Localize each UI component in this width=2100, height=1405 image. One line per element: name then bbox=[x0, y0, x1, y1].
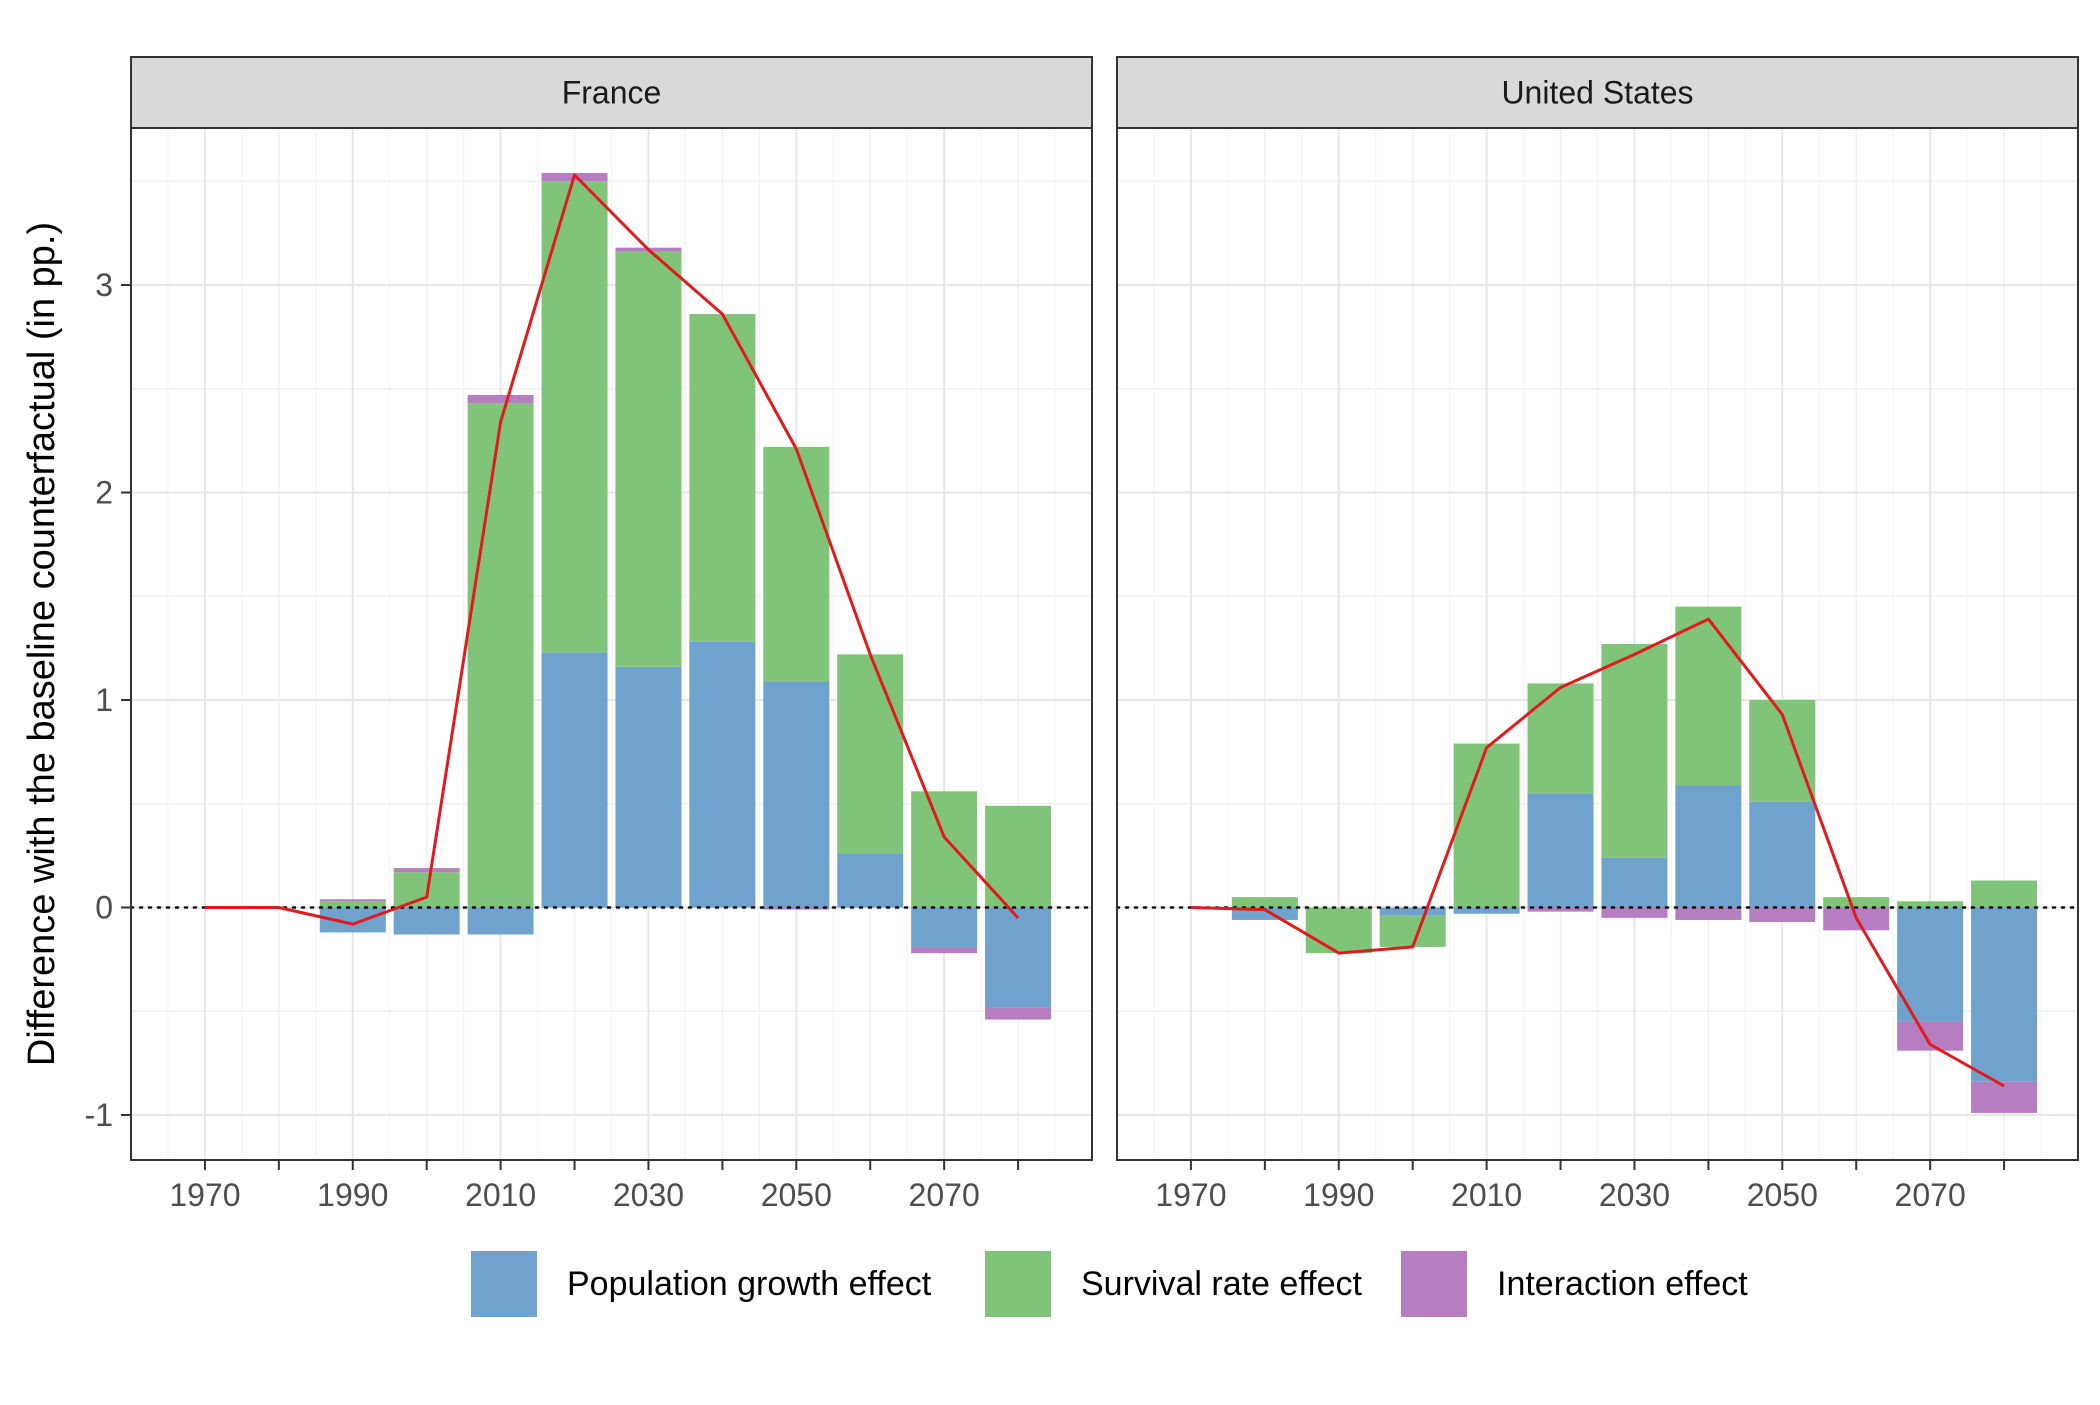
bar-interaction-1990 bbox=[319, 899, 386, 902]
legend-item-interaction: Interaction effect bbox=[1401, 1251, 1748, 1317]
bar-interaction-2030 bbox=[1601, 907, 1668, 918]
y-tick-label: 0 bbox=[95, 890, 113, 926]
bar-population-2000 bbox=[1379, 907, 1446, 916]
bar-population-2020 bbox=[1527, 793, 1594, 908]
bar-population-2010 bbox=[1453, 907, 1520, 914]
bar-survival-2020 bbox=[541, 181, 608, 653]
bar-survival-2060 bbox=[1823, 897, 1890, 908]
bar-survival-2020 bbox=[1527, 683, 1594, 794]
bar-interaction-2070 bbox=[1897, 1021, 1964, 1051]
bar-interaction-2040 bbox=[1675, 907, 1742, 920]
y-tick-label: -1 bbox=[85, 1097, 113, 1133]
legend-key-population bbox=[471, 1251, 537, 1317]
x-tick-label: 1970 bbox=[169, 1177, 240, 1213]
bar-survival-2000 bbox=[1379, 915, 1446, 947]
x-tick-label: 2050 bbox=[1747, 1177, 1818, 1213]
facet-strip-title: France bbox=[562, 75, 662, 111]
bar-survival-1980 bbox=[1231, 897, 1298, 908]
bar-survival-2040 bbox=[1675, 606, 1742, 786]
bar-survival-1990 bbox=[319, 901, 386, 908]
x-tick-label: 2010 bbox=[1451, 1177, 1522, 1213]
bar-interaction-2000 bbox=[393, 868, 460, 873]
x-tick-label: 2070 bbox=[909, 1177, 980, 1213]
bar-population-2040 bbox=[1675, 785, 1742, 908]
bar-population-2070 bbox=[1897, 907, 1964, 1022]
legend-item-survival: Survival rate effect bbox=[985, 1251, 1363, 1317]
bar-survival-2080 bbox=[985, 805, 1052, 908]
y-tick-label: 3 bbox=[95, 267, 113, 303]
bar-survival-2080 bbox=[1971, 880, 2038, 908]
legend-key-interaction bbox=[1401, 1251, 1467, 1317]
bar-population-2070 bbox=[911, 907, 978, 947]
legend-label-interaction: Interaction effect bbox=[1497, 1265, 1748, 1303]
bar-survival-1990 bbox=[1305, 907, 1372, 954]
bar-survival-2050 bbox=[763, 446, 830, 682]
bar-population-2040 bbox=[689, 641, 756, 908]
x-tick-label: 2070 bbox=[1895, 1177, 1966, 1213]
x-tick-label: 2030 bbox=[613, 1177, 684, 1213]
x-tick-label: 2050 bbox=[761, 1177, 832, 1213]
bar-population-2020 bbox=[541, 652, 608, 908]
x-tick-label: 1990 bbox=[1303, 1177, 1374, 1213]
bar-population-2060 bbox=[837, 853, 904, 908]
total-effect-line bbox=[1190, 617, 2005, 1088]
bar-interaction-2020 bbox=[1527, 907, 1594, 912]
y-tick-label: 1 bbox=[95, 682, 113, 718]
panel-france: France 1970 1990 2010 2030 2050 2070 -1 0 1 2 3 bbox=[85, 56, 1094, 1213]
bar-population-2030 bbox=[1601, 857, 1668, 908]
legend-item-population: Population growth effect bbox=[471, 1251, 932, 1317]
legend-label-survival: Survival rate effect bbox=[1081, 1265, 1363, 1303]
bar-interaction-2080 bbox=[985, 1007, 1052, 1020]
x-tick-label: 1990 bbox=[317, 1177, 388, 1213]
x-tick-label: 1970 bbox=[1155, 1177, 1226, 1213]
bar-population-2000 bbox=[393, 907, 460, 935]
facet-strip-title: United States bbox=[1501, 75, 1693, 111]
bar-interaction-2010 bbox=[467, 394, 534, 404]
bar-survival-2070 bbox=[911, 791, 978, 908]
y-axis-title: Difference with the baseline counterfact… bbox=[21, 222, 63, 1066]
bar-population-2030 bbox=[615, 666, 682, 908]
bar-interaction-2050 bbox=[1749, 907, 1816, 923]
bar-survival-2060 bbox=[837, 654, 904, 854]
panel-united-states: United States 1970 1990 2010 2030 2050 2070 bbox=[1115, 56, 2080, 1213]
bar-survival-2030 bbox=[615, 251, 682, 667]
bar-survival-2040 bbox=[689, 314, 756, 642]
bar-population-2010 bbox=[467, 907, 534, 935]
bar-survival-2070 bbox=[1897, 901, 1964, 908]
facet-strip bbox=[1116, 56, 2079, 129]
x-tick-label: 2030 bbox=[1599, 1177, 1670, 1213]
y-tick-label: 2 bbox=[95, 475, 113, 511]
bar-interaction-2070 bbox=[911, 946, 978, 954]
bar-population-2050 bbox=[763, 681, 830, 908]
bar-population-2050 bbox=[1749, 801, 1816, 908]
bar-population-2080 bbox=[1971, 907, 2038, 1082]
legend-key-survival bbox=[985, 1251, 1051, 1317]
bar-survival-2030 bbox=[1601, 643, 1668, 858]
x-tick-label: 2010 bbox=[465, 1177, 536, 1213]
bar-survival-2010 bbox=[1453, 743, 1520, 908]
bar-interaction-2080 bbox=[1971, 1081, 2038, 1113]
legend-label-population: Population growth effect bbox=[567, 1265, 932, 1303]
facet-strip bbox=[130, 56, 1093, 129]
bar-survival-2010 bbox=[467, 403, 534, 908]
bar-population-2080 bbox=[985, 907, 1052, 1008]
total-effect-line bbox=[204, 173, 1020, 926]
